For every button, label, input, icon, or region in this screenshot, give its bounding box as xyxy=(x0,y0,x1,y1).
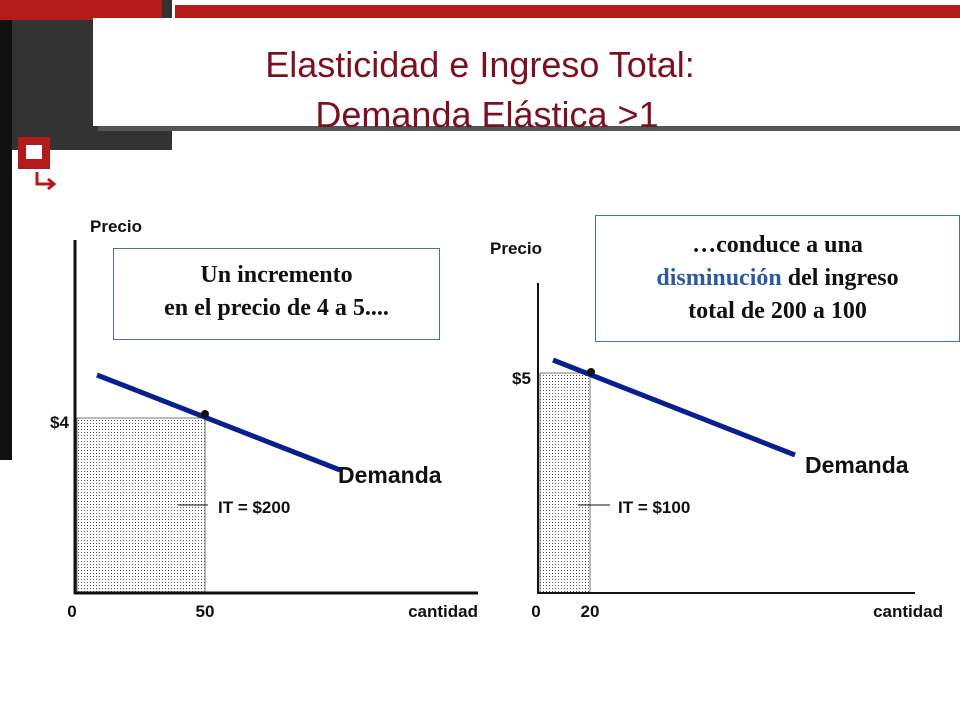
note-text: del ingreso xyxy=(787,265,899,291)
side-bar xyxy=(0,0,12,460)
y-label: Precio xyxy=(90,217,142,236)
revenue-label: IT = $100 xyxy=(618,498,690,517)
price-label: $5 xyxy=(512,369,531,388)
note-line: disminución del ingreso xyxy=(596,262,959,295)
note-line: total de 200 a 100 xyxy=(688,298,867,324)
point xyxy=(201,410,209,418)
top-bar xyxy=(175,5,960,20)
note-box: Un incremento en el precio de 4 a 5.... xyxy=(113,248,440,340)
arrow-icon xyxy=(35,172,57,191)
curve-label: Demanda xyxy=(805,452,909,478)
price-label: $4 xyxy=(50,413,69,432)
point xyxy=(587,368,595,376)
title-box xyxy=(93,18,960,126)
quantity-label: 20 xyxy=(581,602,600,621)
x-label: cantidad xyxy=(873,602,943,621)
corner-bar xyxy=(0,0,162,20)
highlight: disminución xyxy=(656,265,782,291)
note-line: en el precio de 4 a 5.... xyxy=(164,295,389,321)
quantity-label: 50 xyxy=(196,602,215,621)
origin-label: 0 xyxy=(531,602,540,621)
y-label: Precio xyxy=(490,239,542,258)
revenue-label: IT = $200 xyxy=(218,498,290,517)
note-line: Un incremento xyxy=(200,262,353,288)
x-label: cantidad xyxy=(408,602,478,621)
origin-label: 0 xyxy=(67,602,76,621)
title-line: Demanda Elástica >1 xyxy=(315,94,658,135)
curve-label: Demanda xyxy=(338,462,442,488)
revenue-area xyxy=(539,372,591,594)
title-line: Elasticidad e Ingreso Total: xyxy=(265,44,695,85)
demand-line xyxy=(552,357,796,458)
demand-line xyxy=(96,372,341,473)
note-box: …conduce a una disminución del ingreso t… xyxy=(595,215,960,342)
note-line: …conduce a una xyxy=(692,232,863,258)
bullet-icon-inner xyxy=(26,145,42,159)
